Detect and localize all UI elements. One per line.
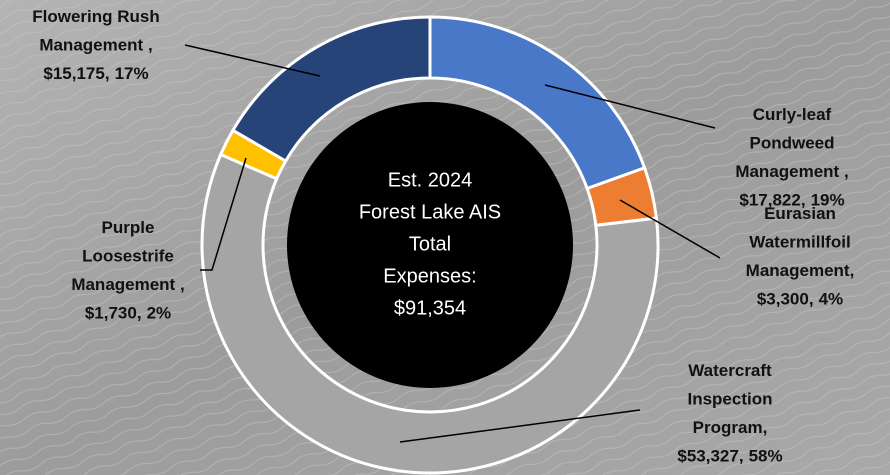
category-line: Curly-leaf (753, 105, 832, 124)
category-line: Loosestrife (82, 247, 174, 266)
center-text: Est. 2024 (388, 169, 473, 191)
center-text: Expenses: (383, 265, 476, 287)
center-text: Forest Lake AIS (359, 201, 501, 223)
category-line: Management , (39, 36, 152, 55)
value-label: $1,730, (85, 304, 142, 323)
center-text: Total (409, 233, 451, 255)
category-line: Management , (71, 275, 184, 294)
data-label: Purple Loosestrife Management , $1,730, 2% (71, 218, 184, 323)
data-label: Eurasian Watermillfoil Management, $3,300, 4… (746, 204, 855, 309)
percent-label: 4% (819, 290, 844, 309)
data-label: Flowering Rush Management , $15,175, 17% (32, 7, 160, 83)
category-line: Watermillfoil (749, 233, 850, 252)
value-label: $15,175, (43, 64, 109, 83)
leader-line (399, 409, 641, 443)
donut-slice (230, 15, 432, 164)
donut-slice (200, 152, 660, 475)
center-text: $91,354 (394, 297, 466, 319)
value-line: $15,175, 17% (43, 64, 148, 83)
value-label: $53,327, (677, 447, 743, 466)
percent-label: 19% (811, 191, 845, 210)
leader-line (544, 84, 716, 129)
percent-label: 17% (115, 64, 149, 83)
value-line: $3,300, 4% (757, 290, 843, 309)
leader-line (619, 199, 721, 259)
value-line: $53,327, 58% (677, 447, 782, 466)
value-line: $1,730, 2% (85, 304, 171, 323)
data-label: Curly-leaf Pondweed Management , $17,822, 19… (735, 105, 848, 210)
category-line: Watercraft (688, 361, 772, 380)
value-line: $17,822, 19% (739, 191, 844, 210)
category-line: Program, (693, 418, 768, 437)
center-circle (287, 102, 573, 388)
percent-label: 58% (749, 447, 783, 466)
category-line: Pondweed (749, 134, 834, 153)
data-label: Watercraft Inspection Program, $53,327, 58% (677, 361, 782, 466)
leader-line (184, 44, 321, 77)
percent-label: 2% (147, 304, 172, 323)
category-line: Management, (746, 261, 855, 280)
category-line: Purple (102, 218, 155, 237)
category-line: Management , (735, 162, 848, 181)
value-label: $17,822, (739, 191, 805, 210)
category-line: Inspection (687, 390, 772, 409)
category-line: Eurasian (764, 204, 836, 223)
category-line: Flowering Rush (32, 7, 160, 26)
leader-line (200, 157, 247, 271)
value-label: $3,300, (757, 290, 814, 309)
